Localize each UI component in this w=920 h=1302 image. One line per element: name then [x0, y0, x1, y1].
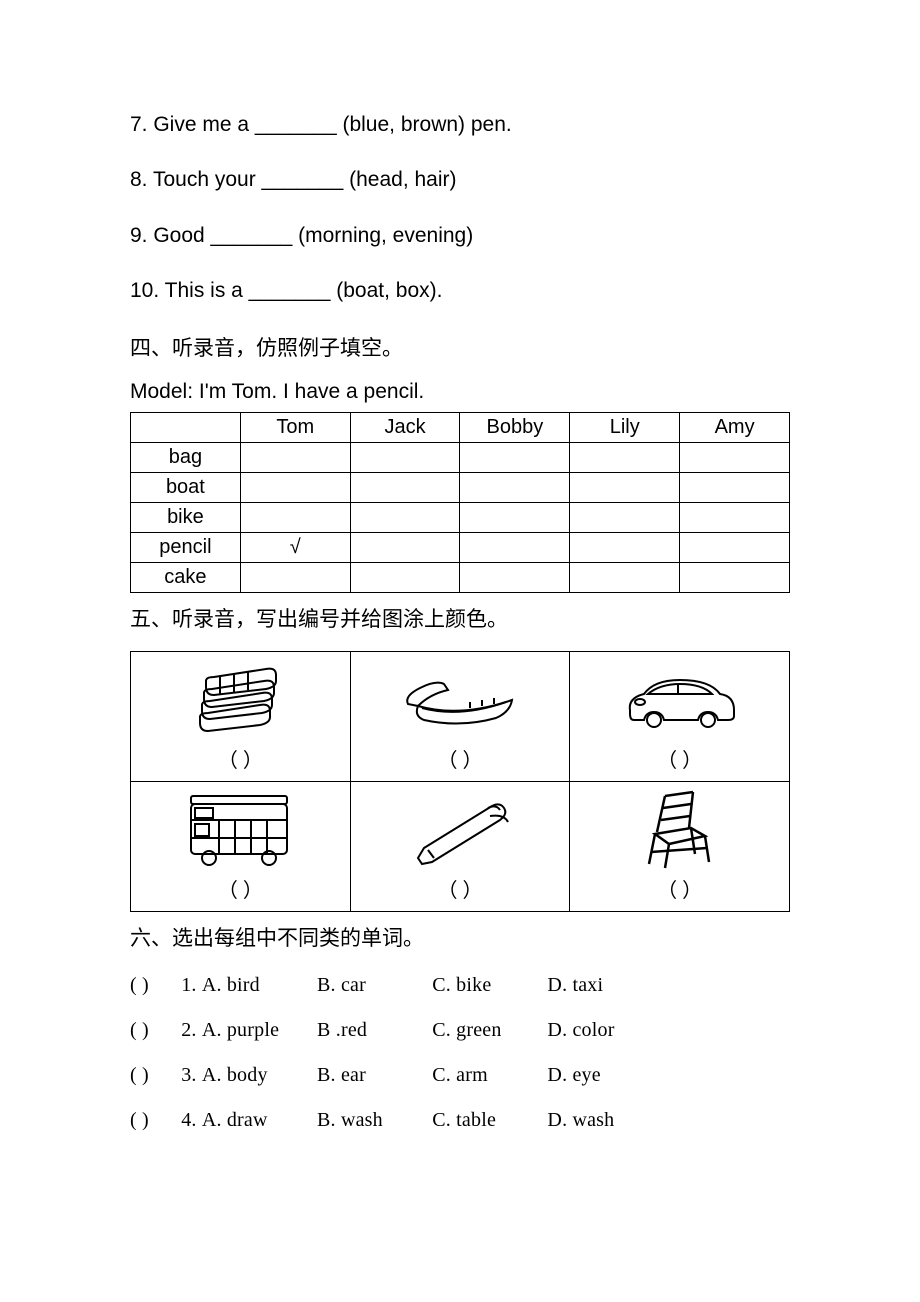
q-num: 1.: [181, 974, 202, 996]
col-amy: Amy: [680, 412, 790, 442]
cell-books: （ ）: [131, 651, 351, 781]
opt-a: A. bird: [202, 974, 312, 997]
blank-paren[interactable]: （ ）: [437, 874, 482, 903]
mcq-1: ( ) 1. A. bird B. car C. bike D. taxi: [130, 974, 790, 997]
row-label: bike: [131, 502, 241, 532]
section4-model: Model: I'm Tom. I have a pencil.: [130, 380, 790, 404]
section4-table: Tom Jack Bobby Lily Amy bag boat bike pe…: [130, 412, 790, 593]
row-boat: boat: [131, 472, 790, 502]
row-label: boat: [131, 472, 241, 502]
opt-a: A. purple: [202, 1019, 312, 1042]
mcq-3: ( ) 3. A. body B. ear C. arm D. eye: [130, 1064, 790, 1087]
opt-b: B. car: [317, 974, 427, 997]
opt-c: C. bike: [432, 974, 542, 997]
cell-chair: （ ）: [570, 781, 790, 911]
answer-blank[interactable]: ( ): [130, 1109, 176, 1132]
opt-d: D. taxi: [547, 974, 657, 997]
check-mark[interactable]: √: [240, 532, 350, 562]
opt-c: C. arm: [432, 1064, 542, 1087]
row-cake: cake: [131, 562, 790, 592]
section5-heading: 五、听录音，写出编号并给图涂上颜色。: [130, 603, 790, 633]
fill-q7: 7. Give me a _______ (blue, brown) pen.: [130, 110, 790, 139]
mcq-4: ( ) 4. A. draw B. wash C. table D. wash: [130, 1109, 790, 1132]
row-label: pencil: [131, 532, 241, 562]
col-lily: Lily: [570, 412, 680, 442]
q-num: 2.: [181, 1019, 202, 1041]
answer-blank[interactable]: ( ): [130, 1019, 176, 1042]
section6-heading: 六、选出每组中不同类的单词。: [130, 922, 790, 952]
row-label: bag: [131, 442, 241, 472]
cell-bus: （ ）: [131, 781, 351, 911]
opt-c: C. table: [432, 1109, 542, 1132]
section4-heading: 四、听录音，仿照例子填空。: [130, 332, 790, 362]
fill-q10: 10. This is a _______ (boat, box).: [130, 276, 790, 305]
opt-b: B .red: [317, 1019, 427, 1042]
answer-blank[interactable]: ( ): [130, 974, 176, 997]
row-bike: bike: [131, 502, 790, 532]
bus-icon: [135, 788, 346, 872]
pen-icon: [355, 788, 566, 872]
blank-paren[interactable]: （ ）: [437, 744, 482, 773]
col-tom: Tom: [240, 412, 350, 442]
chair-icon: [574, 788, 785, 872]
opt-d: D. color: [547, 1019, 657, 1042]
opt-d: D. eye: [547, 1064, 657, 1087]
table-header-row: Tom Jack Bobby Lily Amy: [131, 412, 790, 442]
col-jack: Jack: [350, 412, 460, 442]
opt-b: B. wash: [317, 1109, 427, 1132]
cell-car: （ ）: [570, 651, 790, 781]
section5-grid: （ ） （: [130, 651, 790, 912]
row-pencil: pencil √: [131, 532, 790, 562]
mcq-2: ( ) 2. A. purple B .red C. green D. colo…: [130, 1019, 790, 1042]
car-icon: [574, 658, 785, 742]
opt-a: A. draw: [202, 1109, 312, 1132]
blank-paren[interactable]: （ ）: [657, 744, 702, 773]
opt-d: D. wash: [547, 1109, 657, 1132]
col-bobby: Bobby: [460, 412, 570, 442]
cell-boat: （ ）: [350, 651, 570, 781]
blank-paren[interactable]: （ ）: [657, 874, 702, 903]
answer-blank[interactable]: ( ): [130, 1064, 176, 1087]
row-label: cake: [131, 562, 241, 592]
opt-b: B. ear: [317, 1064, 427, 1087]
row-bag: bag: [131, 442, 790, 472]
books-icon: [135, 658, 346, 742]
q-num: 4.: [181, 1109, 202, 1131]
blank-paren[interactable]: （ ）: [218, 744, 263, 773]
fill-q9: 9. Good _______ (morning, evening): [130, 221, 790, 250]
col-blank: [131, 412, 241, 442]
opt-c: C. green: [432, 1019, 542, 1042]
q-num: 3.: [181, 1064, 202, 1086]
boat-icon: [355, 658, 566, 742]
opt-a: A. body: [202, 1064, 312, 1087]
fill-q8: 8. Touch your _______ (head, hair): [130, 165, 790, 194]
cell-pen: （ ）: [350, 781, 570, 911]
blank-paren[interactable]: （ ）: [218, 874, 263, 903]
